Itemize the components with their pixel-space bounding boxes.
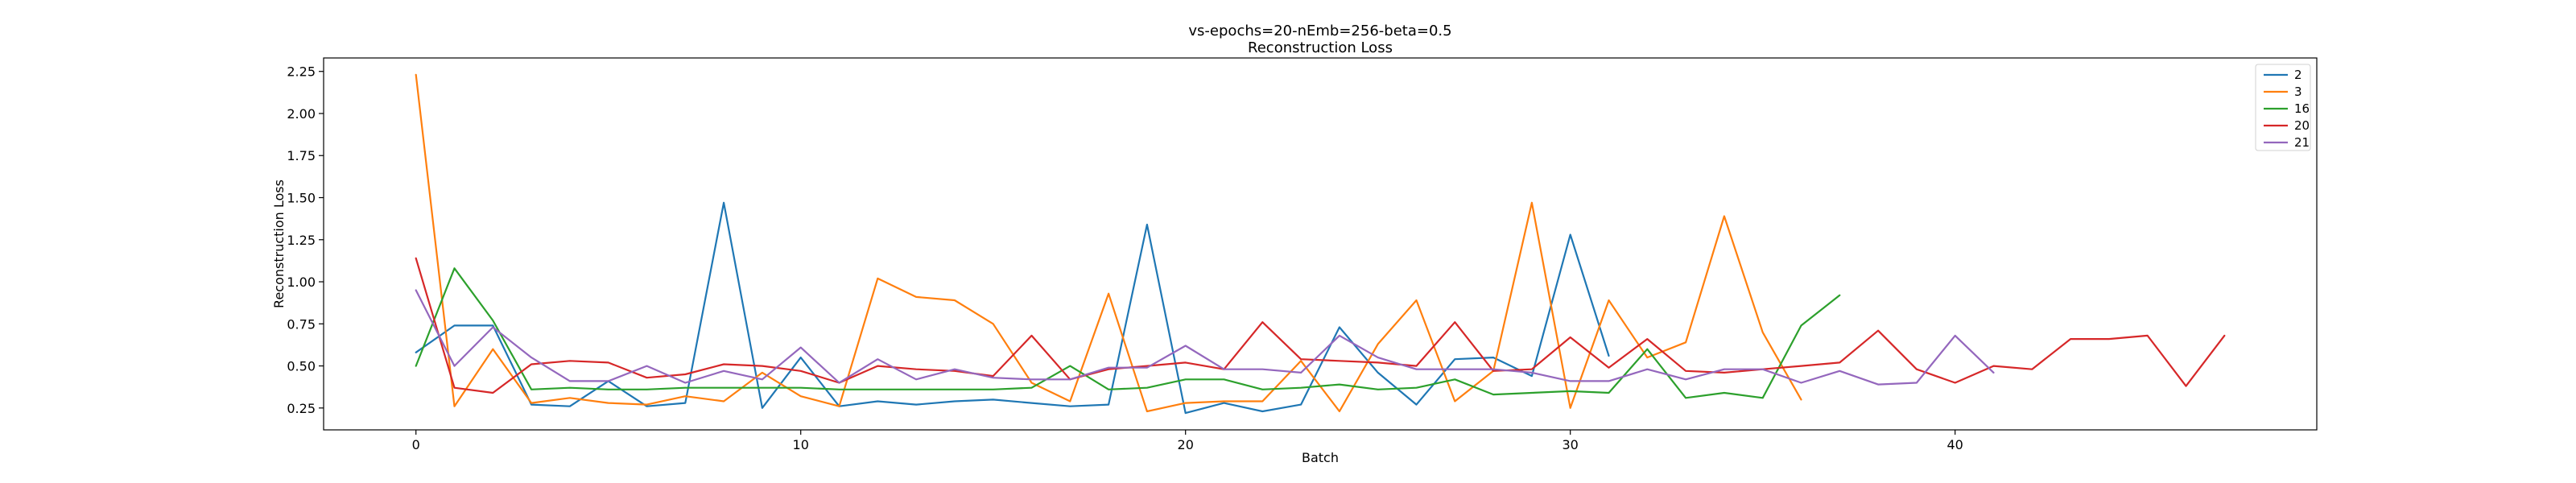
plot-lines [415, 73, 2226, 415]
x-tick-label: 0 [412, 437, 420, 452]
x-tick-label: 30 [1563, 437, 1579, 452]
legend-label-20: 20 [2294, 118, 2310, 133]
y-tick-label: 0.25 [287, 401, 316, 416]
legend: 2 3 16 20 21 [2255, 64, 2311, 151]
x-tick-label: 10 [793, 437, 809, 452]
legend-label-2: 2 [2294, 68, 2302, 82]
series-line-3 [415, 73, 1802, 413]
y-tick-label: 0.75 [287, 316, 316, 332]
series-line-16 [415, 267, 1841, 399]
y-tick-label: 2.25 [287, 64, 316, 80]
series-line-20 [415, 257, 2226, 394]
x-tick-label: 20 [1178, 437, 1194, 452]
y-tick-label: 1.75 [287, 148, 316, 163]
legend-label-16: 16 [2294, 101, 2310, 116]
series-line-2 [415, 201, 1610, 415]
chart-title: vs-epochs=20-nEmb=256-beta=0.5 [1188, 23, 1451, 39]
y-axis-label: Reconstruction Loss [271, 180, 287, 308]
legend-label-21: 21 [2294, 135, 2310, 150]
y-tick-label: 0.50 [287, 359, 316, 374]
y-tick-label: 1.50 [287, 191, 316, 206]
x-axis-label: Batch [1302, 450, 1339, 465]
y-tick-label: 2.00 [287, 106, 316, 122]
legend-box [2255, 64, 2311, 151]
chart-subtitle: Reconstruction Loss [1248, 39, 1393, 56]
y-tick-label: 1.25 [287, 233, 316, 248]
y-tick-label: 1.00 [287, 275, 316, 290]
legend-label-3: 3 [2294, 85, 2302, 99]
series-line-21 [415, 289, 1995, 386]
plot-frame [323, 57, 2318, 431]
axis-ticks: 0 10 20 30 40 0.25 0.50 0.75 1.00 1.25 1.50 1.75 2.0… [287, 64, 1963, 452]
x-tick-label: 40 [1947, 437, 1963, 452]
